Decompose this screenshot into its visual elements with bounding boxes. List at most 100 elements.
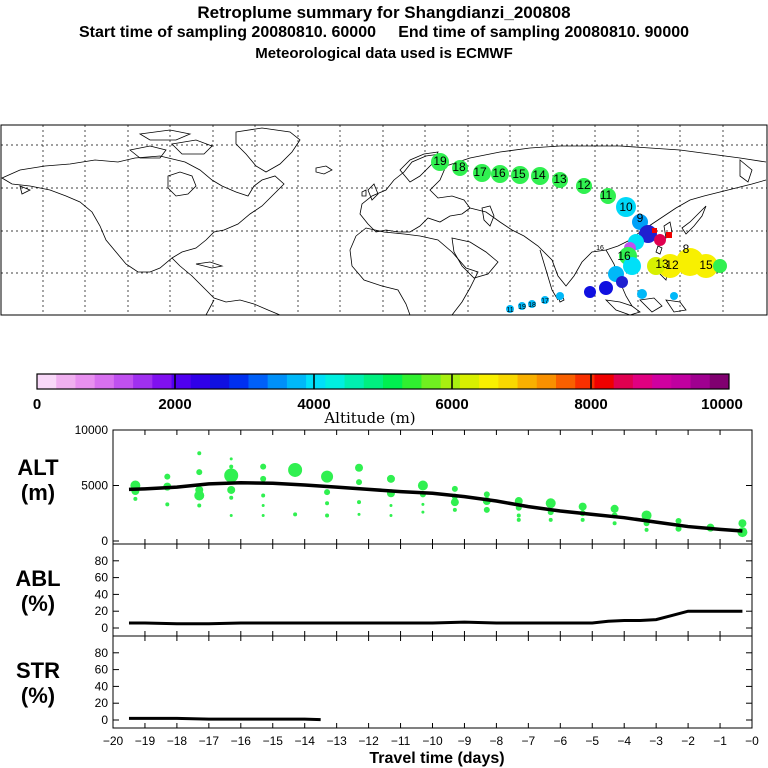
plume-day-label: 19 [433, 154, 447, 168]
panel-alt: 10000 5000 0 ALT(m) [17, 423, 753, 548]
y-tick-label: 60 [95, 663, 109, 677]
colorbar-cell [613, 374, 634, 389]
colorbar-cell [210, 374, 230, 389]
scatter-point [545, 498, 556, 509]
plume-day-label: 15 [699, 258, 713, 272]
scatter-point [227, 485, 236, 494]
y-tick-label: 40 [95, 587, 109, 601]
colorbar-cell [133, 374, 153, 389]
y-axis-unit: (m) [21, 480, 55, 505]
scatter-point [644, 527, 649, 532]
colorbar-tick: 2000 [158, 396, 191, 413]
scatter-point [260, 463, 267, 470]
scatter-point [548, 517, 553, 522]
x-tick-label: −5 [585, 734, 599, 748]
plume-day-label: 12 [665, 258, 679, 272]
plume-day-label: 8 [683, 242, 690, 256]
plume-day-label: 14 [532, 168, 546, 182]
plume-day-label: 11 [506, 307, 513, 314]
scatter-point [483, 506, 490, 513]
plume-day-label: 16 [492, 166, 506, 180]
x-tick-label: −0 [745, 734, 759, 748]
scatter-point [578, 502, 587, 511]
y-tick-label: 80 [95, 554, 109, 568]
plume-day-label: 16 [596, 245, 604, 252]
plume-dot [528, 300, 536, 308]
plume-dot [616, 197, 636, 217]
scatter-point [261, 513, 265, 517]
scatter-point [164, 473, 171, 480]
scatter-point [197, 503, 202, 508]
scatter-point [288, 462, 303, 477]
scatter-point [452, 507, 457, 512]
x-tick-label: −10 [422, 734, 443, 748]
scatter-point [516, 513, 521, 518]
scatter-point [421, 502, 425, 506]
scatter-point [641, 510, 652, 521]
plume-dot [452, 160, 468, 176]
y-tick-label: 80 [95, 646, 109, 660]
plume-dot [541, 296, 549, 304]
plume-dot [666, 232, 672, 238]
plume-day-label: 17 [541, 298, 549, 305]
scatter-point [196, 469, 203, 476]
plume-day-label: 13 [553, 172, 567, 186]
plume-day-label: 12 [577, 178, 591, 192]
x-tick-label: −13 [326, 734, 347, 748]
colorbar: 0 2000 4000 6000 8000 10000 Altitude (m) [33, 373, 743, 427]
y-tick-label: 20 [95, 696, 109, 710]
plume-day-label: 9 [637, 211, 644, 225]
x-tick-label: −4 [617, 734, 631, 748]
colorbar-cell [594, 374, 615, 389]
colorbar-cell [94, 374, 115, 389]
scatter-point [229, 513, 233, 517]
scatter-point [324, 489, 331, 496]
scatter-point [610, 504, 619, 513]
scatter-point [261, 503, 265, 507]
plume-dot [658, 254, 682, 278]
coastlines [1, 127, 767, 315]
scatter-point [229, 457, 233, 461]
scatter-point [325, 501, 330, 506]
scatter-point [229, 495, 234, 500]
x-tick-label: −1 [713, 734, 727, 748]
plume-dot [552, 172, 568, 188]
x-tick-label: −12 [358, 734, 379, 748]
colorbar-cell [37, 374, 57, 389]
y-tick-label: 60 [95, 571, 109, 585]
panel-str: 80 60 40 20 0 STR(%) [16, 635, 753, 729]
x-tick-label: −6 [553, 734, 567, 748]
y-axis-label: STR [16, 658, 60, 683]
x-tick-label: −15 [263, 734, 284, 748]
scatter-point [293, 512, 298, 517]
y-axis-unit: (%) [21, 591, 55, 616]
plume-dot [670, 292, 678, 300]
scatter-point [451, 485, 458, 492]
plume-dot [616, 276, 628, 288]
plume-dot [531, 167, 549, 185]
plume-dot [637, 289, 647, 299]
x-tick-label: −3 [649, 734, 663, 748]
plume-dot [491, 165, 509, 183]
series-line [128, 609, 743, 626]
plume-dot [576, 178, 592, 194]
plume-dot [518, 302, 526, 310]
plume-dot [623, 257, 641, 275]
colorbar-tick: 8000 [574, 396, 607, 413]
plume-dot [506, 305, 514, 313]
colorbar-tick: 10000 [701, 396, 743, 413]
colorbar-cell [690, 374, 711, 389]
scatter-point [325, 513, 330, 518]
colorbar-cell [517, 374, 538, 389]
y-tick-label: 40 [95, 679, 109, 693]
colorbar-cell [325, 374, 346, 389]
colorbar-cell [498, 374, 519, 389]
colorbar-tick: 6000 [435, 396, 468, 413]
met-data-note: Meteorological data used is ECMWF [255, 45, 513, 62]
colorbar-tick: 4000 [297, 396, 330, 413]
plume-dot [556, 292, 564, 300]
plume-day-label: 19 [518, 304, 526, 311]
scatter-point [516, 517, 521, 522]
panel-frame [112, 429, 753, 545]
